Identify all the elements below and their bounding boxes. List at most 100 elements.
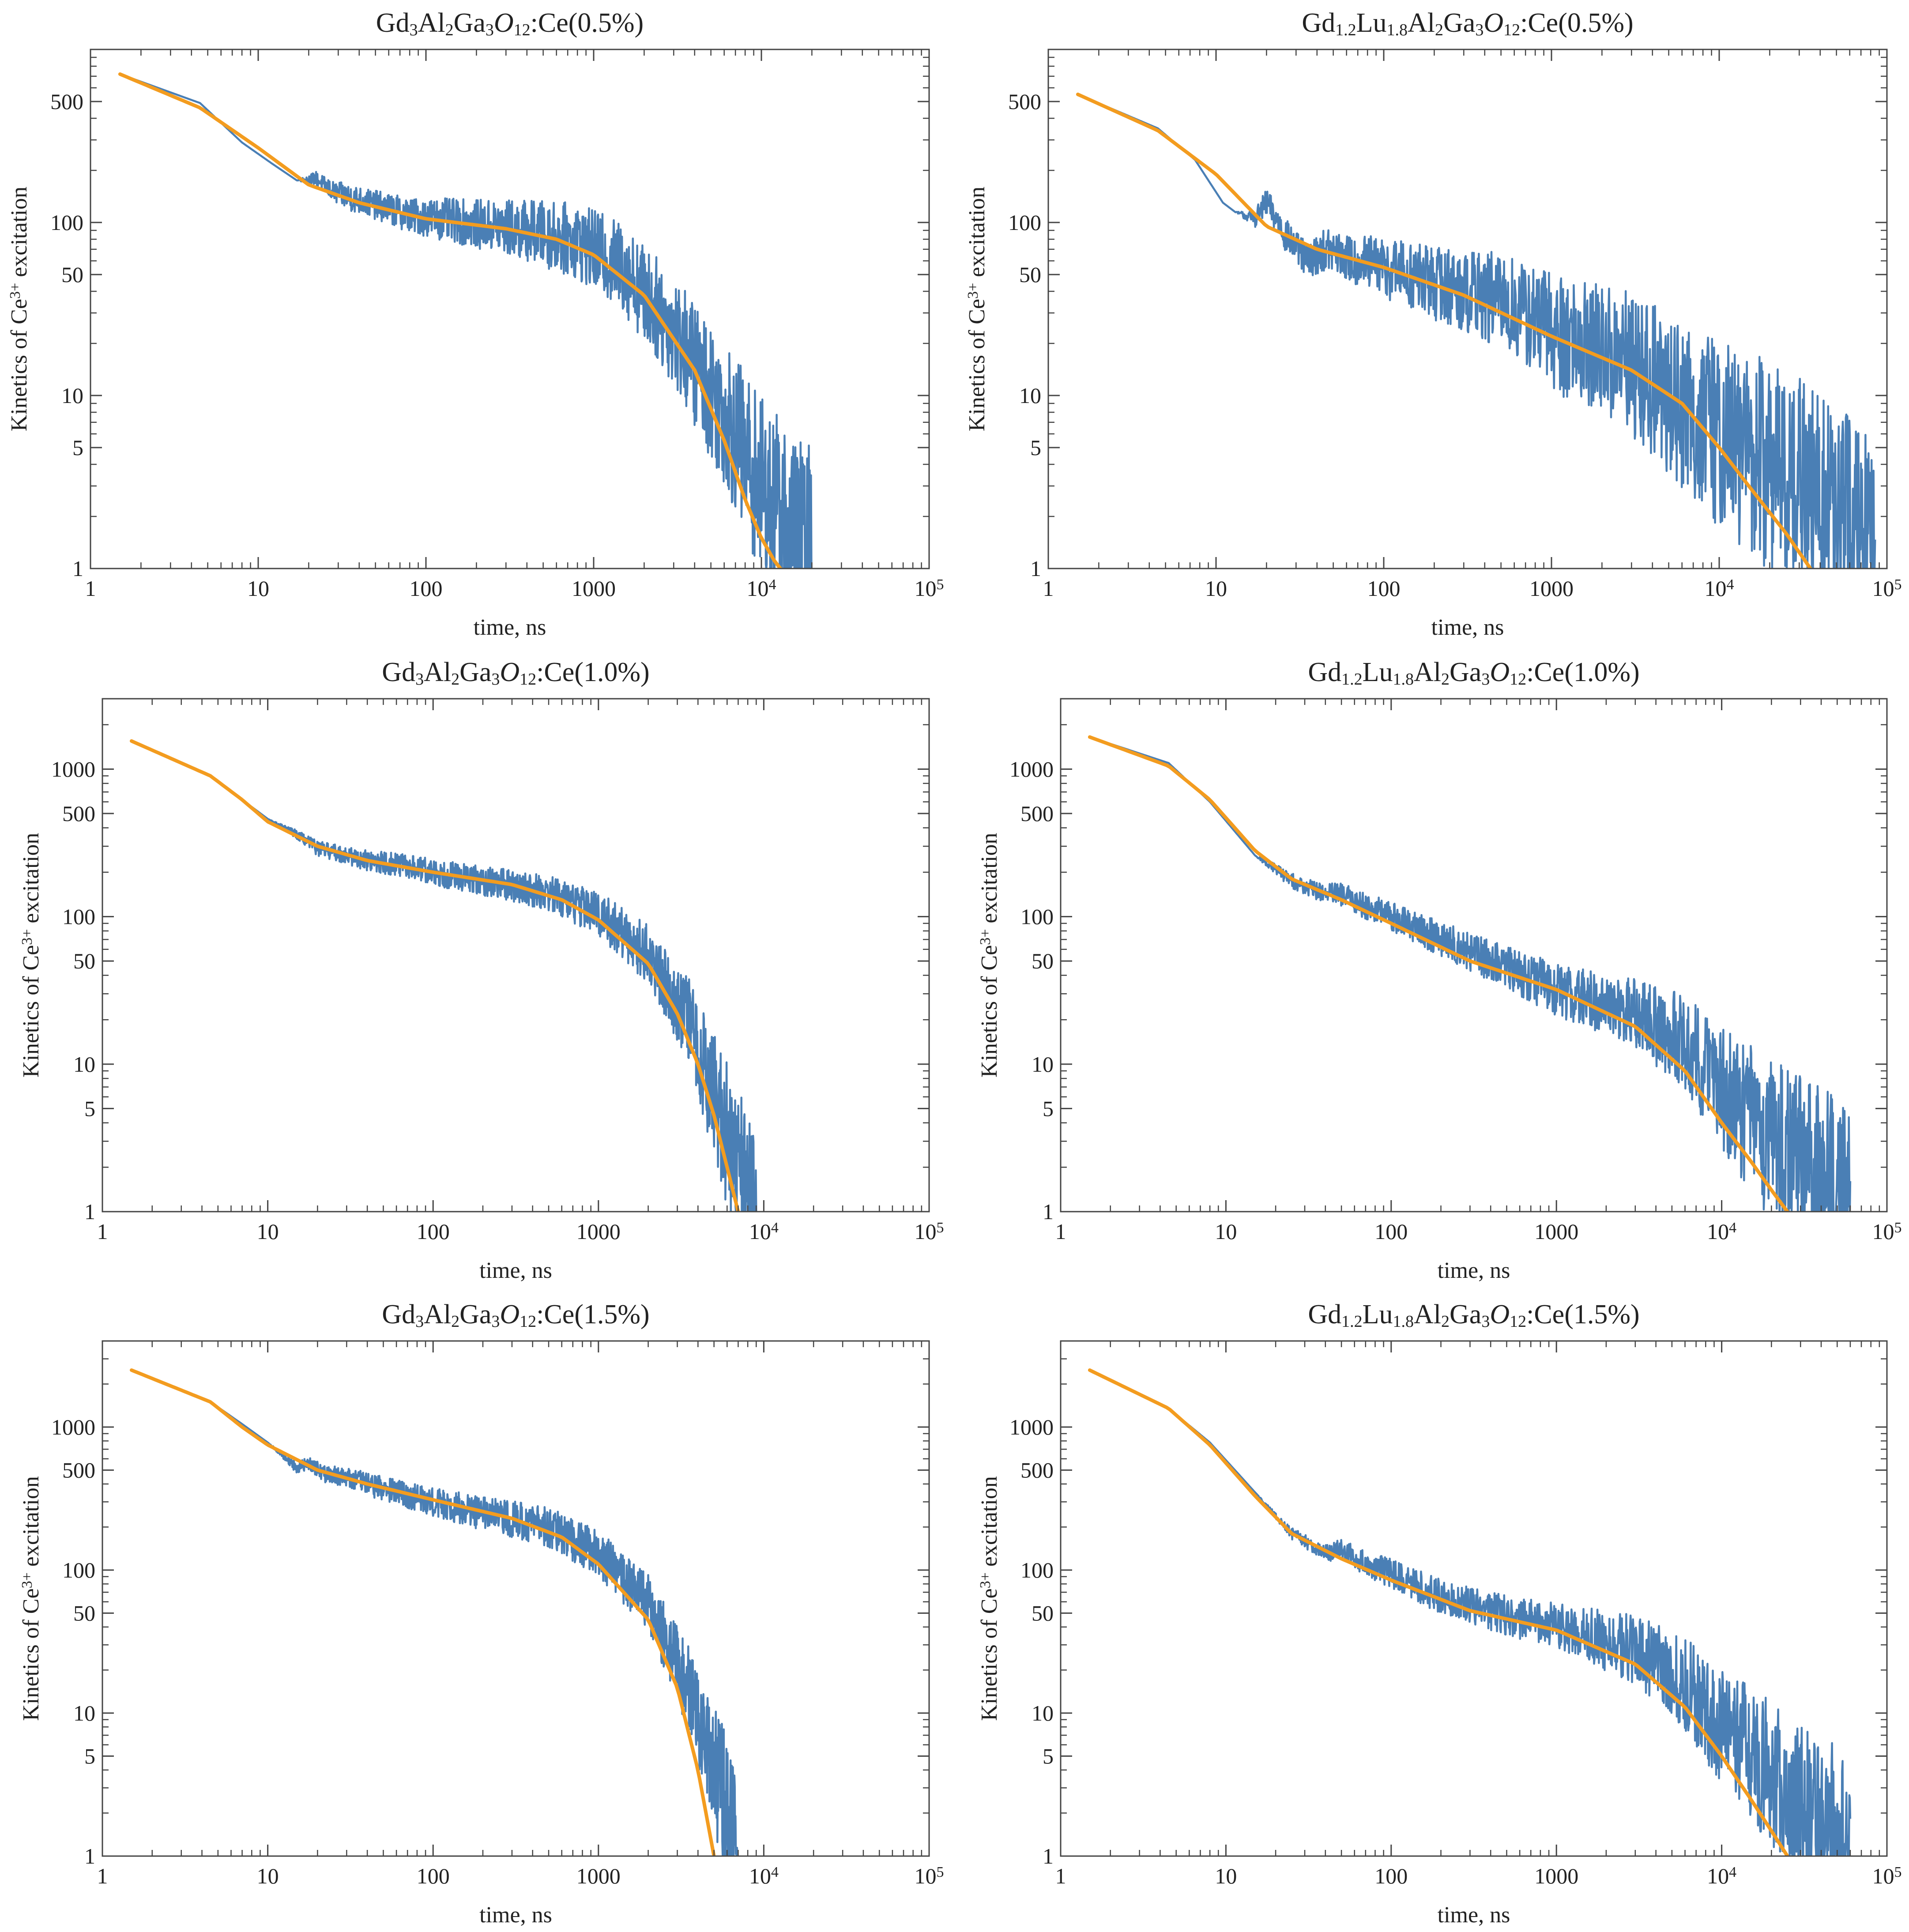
y-tick-label: 1 bbox=[1043, 1199, 1054, 1224]
x-tick-label: 10 bbox=[1215, 1864, 1237, 1888]
plot-frame bbox=[1047, 49, 1888, 569]
y-tick-label: 5 bbox=[1030, 435, 1041, 460]
x-axis-label: time, ns bbox=[479, 1258, 552, 1283]
x-tick-label: 1 bbox=[1043, 576, 1054, 601]
chart-title-part: Gd bbox=[1302, 8, 1335, 38]
x-axis-label: time, ns bbox=[1431, 615, 1504, 640]
y-tick-label: 100 bbox=[1020, 1558, 1054, 1582]
data-series-line bbox=[1089, 1369, 1852, 1856]
y-tick-label: 1 bbox=[1030, 556, 1041, 581]
chart-title-part: 2 bbox=[451, 1312, 459, 1331]
y-tick-label: 1 bbox=[84, 1844, 95, 1868]
x-tick-label: 10 bbox=[257, 1864, 279, 1888]
chart-title-part: Al bbox=[424, 1299, 451, 1329]
chart-title: Gd3Al2Ga3O12:Ce(0.5%) bbox=[376, 8, 644, 39]
x-tick-label: 104 bbox=[1707, 1219, 1736, 1244]
y-tick-label: 1000 bbox=[1009, 1415, 1054, 1439]
x-tick-label: 105 bbox=[915, 1219, 944, 1244]
y-tick-label: 500 bbox=[1020, 801, 1054, 826]
y-tick-label: 1 bbox=[72, 556, 83, 581]
y-tick-label: 5 bbox=[1043, 1096, 1054, 1121]
x-tick-label: 10 bbox=[257, 1219, 279, 1244]
y-tick-label: 100 bbox=[50, 210, 83, 235]
chart-title-part: Ga bbox=[1443, 8, 1475, 38]
chart-title-part: 12 bbox=[1510, 1312, 1526, 1331]
x-tick-label: 105 bbox=[915, 576, 944, 601]
chart-title-part: O bbox=[500, 1299, 520, 1329]
y-tick-label: 500 bbox=[50, 89, 83, 114]
y-tick-label: 100 bbox=[62, 1558, 95, 1582]
y-axis-label-part: Kinetics of Ce bbox=[977, 1588, 1002, 1721]
chart-title-part: :Ce(1.5%) bbox=[536, 1299, 650, 1329]
chart-title-part: Ga bbox=[459, 1299, 491, 1329]
chart-title-part: Al bbox=[424, 657, 451, 687]
chart-title: Gd3Al2Ga3O12:Ce(1.5%) bbox=[382, 1299, 649, 1331]
chart-title-part: 1.8 bbox=[1393, 670, 1414, 689]
chart-title-part: O bbox=[500, 657, 520, 687]
chart-title-part: :Ce(1.5%) bbox=[1526, 1299, 1640, 1329]
chart-title-part: 3 bbox=[415, 1312, 424, 1331]
plot-frame bbox=[102, 1340, 930, 1857]
y-tick-label: 500 bbox=[62, 1458, 95, 1483]
y-tick-label: 500 bbox=[62, 801, 95, 826]
chart-panel-2: Gd1.2Lu1.8Al2Ga3O12:Ce(0.5%) 1 10 100 1000 10… bbox=[964, 8, 1902, 640]
chart-title-part: :Ce(0.5%) bbox=[1520, 8, 1634, 38]
data-series-line bbox=[131, 740, 757, 1212]
chart-title-part: Gd bbox=[1308, 1299, 1341, 1329]
chart-title-part: Ga bbox=[454, 8, 486, 38]
chart-title-part: 3 bbox=[410, 21, 418, 39]
chart-title-part: 2 bbox=[1441, 670, 1450, 689]
x-tick-label: 100 bbox=[410, 576, 443, 601]
x-tick-label: 1000 bbox=[1534, 1864, 1578, 1888]
chart-panel-4: Gd1.2Lu1.8Al2Ga3O12:Ce(1.0%) 1 10 100 1000 10… bbox=[977, 657, 1902, 1283]
y-tick-label: 5 bbox=[1043, 1744, 1054, 1769]
x-tick-label: 1000 bbox=[576, 1219, 621, 1244]
y-tick-label: 1000 bbox=[51, 1415, 95, 1439]
y-tick-label: 100 bbox=[1008, 210, 1041, 235]
y-axis-label-part: 3+ bbox=[19, 1572, 35, 1588]
y-axis-label: Kinetics of Ce3+ excitation bbox=[19, 1476, 44, 1721]
chart-title-part: O bbox=[1484, 8, 1503, 38]
fit-curve-line bbox=[1088, 735, 1789, 1212]
y-tick-label: 10 bbox=[1032, 1052, 1054, 1077]
chart-title-part: Ga bbox=[459, 657, 491, 687]
y-tick-label: 100 bbox=[1020, 904, 1054, 929]
data-series-line bbox=[1089, 736, 1852, 1212]
x-tick-label: 1000 bbox=[1534, 1219, 1578, 1244]
y-axis-label-part: excitation bbox=[977, 1476, 1002, 1572]
chart-title-part: Ga bbox=[1450, 657, 1481, 687]
y-tick-label: 5 bbox=[84, 1744, 95, 1769]
y-axis-label-part: excitation bbox=[977, 833, 1002, 929]
chart-title: Gd1.2Lu1.8Al2Ga3O12:Ce(1.5%) bbox=[1308, 1299, 1639, 1331]
y-tick-label: 10 bbox=[1019, 383, 1041, 408]
x-axis-label: time, ns bbox=[1438, 1902, 1510, 1928]
x-axis-label: time, ns bbox=[1438, 1258, 1510, 1283]
x-tick-label: 1 bbox=[1055, 1219, 1066, 1244]
y-tick-label: 5 bbox=[72, 435, 83, 460]
chart-title-part: 2 bbox=[451, 670, 459, 689]
chart-title-part: 12 bbox=[1510, 670, 1526, 689]
chart-panel-6: Gd1.2Lu1.8Al2Ga3O12:Ce(1.5%) 1 10 100 1000 10… bbox=[977, 1299, 1902, 1928]
chart-title-part: 3 bbox=[415, 670, 424, 689]
x-tick-label: 100 bbox=[1374, 1864, 1408, 1888]
chart-title-part: :Ce(0.5%) bbox=[531, 8, 644, 38]
y-axis-label-part: Kinetics of Ce bbox=[19, 1588, 44, 1721]
chart-title-part: 3 bbox=[491, 670, 500, 689]
fit-curve-line bbox=[130, 1368, 716, 1856]
chart-title-part: Lu bbox=[1363, 1299, 1393, 1329]
y-tick-label: 10 bbox=[73, 1052, 95, 1077]
chart-title-part: 1.8 bbox=[1387, 21, 1408, 39]
y-tick-label: 1 bbox=[1043, 1844, 1054, 1868]
y-axis-label-part: Kinetics of Ce bbox=[19, 945, 44, 1077]
chart-title-part: Al bbox=[1414, 657, 1441, 687]
chart-title-part: 12 bbox=[520, 1312, 536, 1331]
y-tick-label: 5 bbox=[84, 1096, 95, 1121]
fit-curve-line bbox=[130, 739, 740, 1212]
y-axis-label-part: 3+ bbox=[977, 929, 994, 945]
x-tick-label: 105 bbox=[915, 1864, 944, 1888]
y-tick-label: 50 bbox=[73, 949, 95, 973]
x-tick-label: 104 bbox=[749, 1864, 779, 1888]
y-tick-label: 50 bbox=[1032, 1601, 1054, 1626]
x-axis-label: time, ns bbox=[479, 1902, 552, 1928]
